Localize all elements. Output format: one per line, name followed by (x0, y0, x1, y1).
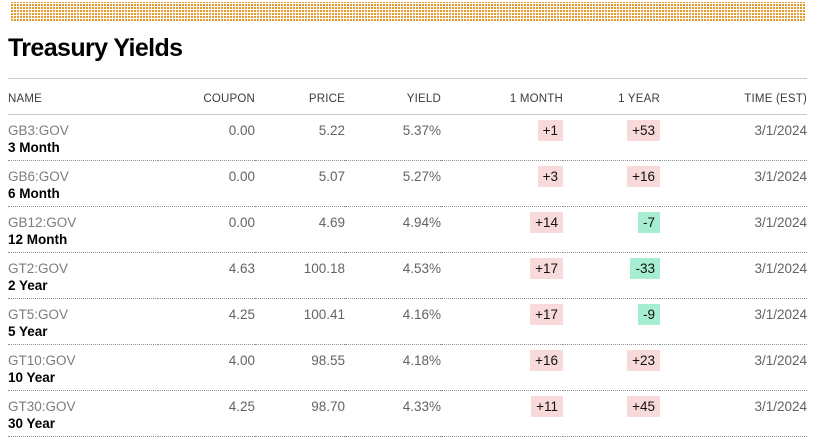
coupon-value: 4.63 (158, 252, 255, 299)
one-year-change-badge: +45 (627, 396, 660, 417)
one-year-change-badge: +23 (627, 350, 660, 371)
price-value: 5.07 (255, 160, 345, 207)
one-year-change-badge: +16 (627, 166, 660, 187)
column-header-1-month: 1 MONTH (441, 78, 563, 115)
halftone-ad-banner (10, 2, 805, 22)
treasury-yields-page: Treasury Yields NAME COUPON PRICE YIELD … (0, 2, 815, 437)
column-header-yield: YIELD (345, 78, 441, 115)
column-header-time-est: TIME (EST) (660, 78, 807, 115)
price-value: 98.55 (255, 344, 345, 391)
security-tenor: 3 Month (8, 140, 60, 155)
yield-value: 5.37% (345, 114, 441, 161)
security-ticker[interactable]: GT2:GOV (8, 261, 69, 276)
table-row: GT30:GOV 30 Year 4.25 98.70 4.33% +11 +4… (8, 390, 807, 437)
security-ticker[interactable]: GB3:GOV (8, 123, 69, 138)
one-month-cell: +17 (441, 252, 563, 299)
one-month-change-badge: +1 (537, 120, 563, 141)
time-value: 3/1/2024 (660, 390, 807, 437)
page-title: Treasury Yields (8, 34, 183, 62)
one-month-cell: +17 (441, 298, 563, 345)
time-value: 3/1/2024 (660, 206, 807, 253)
coupon-value: 0.00 (158, 206, 255, 253)
one-year-cell: +53 (563, 114, 660, 161)
column-header-1-year: 1 YEAR (563, 78, 660, 115)
name-cell: GT10:GOV 10 Year (8, 344, 158, 391)
name-cell: GB3:GOV 3 Month (8, 114, 158, 161)
security-ticker[interactable]: GB12:GOV (8, 215, 77, 230)
one-month-change-badge: +17 (530, 258, 563, 279)
one-month-change-badge: +11 (531, 396, 563, 417)
coupon-value: 4.00 (158, 344, 255, 391)
one-month-cell: +11 (441, 390, 563, 437)
column-header-coupon: COUPON (158, 78, 255, 115)
table-row: GT5:GOV 5 Year 4.25 100.41 4.16% +17 -9 … (8, 298, 807, 345)
name-cell: GT2:GOV 2 Year (8, 252, 158, 299)
one-year-cell: +45 (563, 390, 660, 437)
security-tenor: 2 Year (8, 278, 48, 293)
security-tenor: 12 Month (8, 232, 68, 247)
coupon-value: 0.00 (158, 114, 255, 161)
treasury-yields-table: NAME COUPON PRICE YIELD 1 MONTH 1 YEAR T… (8, 78, 807, 437)
one-month-change-badge: +3 (537, 166, 563, 187)
name-cell: GB12:GOV 12 Month (8, 206, 158, 253)
name-cell: GT30:GOV 30 Year (8, 390, 158, 437)
one-year-cell: -33 (563, 252, 660, 299)
one-month-change-badge: +14 (530, 212, 563, 233)
time-value: 3/1/2024 (660, 114, 807, 161)
yield-value: 4.18% (345, 344, 441, 391)
price-value: 4.69 (255, 206, 345, 253)
time-value: 3/1/2024 (660, 252, 807, 299)
column-header-price: PRICE (255, 78, 345, 115)
one-year-cell: -9 (563, 298, 660, 345)
one-year-cell: +23 (563, 344, 660, 391)
security-ticker[interactable]: GB6:GOV (8, 169, 69, 184)
one-month-change-badge: +16 (530, 350, 563, 371)
one-year-change-badge: -9 (637, 304, 660, 325)
yield-value: 4.53% (345, 252, 441, 299)
coupon-value: 4.25 (158, 390, 255, 437)
price-value: 100.41 (255, 298, 345, 345)
price-value: 98.70 (255, 390, 345, 437)
one-year-cell: +16 (563, 160, 660, 207)
name-cell: GB6:GOV 6 Month (8, 160, 158, 207)
security-tenor: 5 Year (8, 324, 48, 339)
security-tenor: 6 Month (8, 186, 60, 201)
table-row: GB6:GOV 6 Month 0.00 5.07 5.27% +3 +16 3… (8, 160, 807, 207)
one-year-change-badge: +53 (627, 120, 660, 141)
table-row: GT2:GOV 2 Year 4.63 100.18 4.53% +17 -33… (8, 252, 807, 299)
one-month-cell: +14 (441, 206, 563, 253)
price-value: 100.18 (255, 252, 345, 299)
time-value: 3/1/2024 (660, 160, 807, 207)
security-ticker[interactable]: GT30:GOV (8, 399, 76, 414)
security-tenor: 10 Year (8, 370, 56, 385)
table-row: GB3:GOV 3 Month 0.00 5.22 5.37% +1 +53 3… (8, 114, 807, 161)
one-year-change-badge: -7 (637, 212, 660, 233)
yield-value: 5.27% (345, 160, 441, 207)
security-ticker[interactable]: GT10:GOV (8, 353, 76, 368)
one-month-change-badge: +17 (530, 304, 563, 325)
one-year-cell: -7 (563, 206, 660, 253)
yield-value: 4.33% (345, 390, 441, 437)
one-month-cell: +3 (441, 160, 563, 207)
one-month-cell: +1 (441, 114, 563, 161)
yield-value: 4.16% (345, 298, 441, 345)
coupon-value: 0.00 (158, 160, 255, 207)
column-header-name: NAME (8, 78, 158, 115)
price-value: 5.22 (255, 114, 345, 161)
yield-value: 4.94% (345, 206, 441, 253)
name-cell: GT5:GOV 5 Year (8, 298, 158, 345)
security-tenor: 30 Year (8, 416, 56, 431)
table-row: GB12:GOV 12 Month 0.00 4.69 4.94% +14 -7… (8, 206, 807, 253)
table-row: GT10:GOV 10 Year 4.00 98.55 4.18% +16 +2… (8, 344, 807, 391)
one-month-cell: +16 (441, 344, 563, 391)
time-value: 3/1/2024 (660, 344, 807, 391)
security-ticker[interactable]: GT5:GOV (8, 307, 69, 322)
coupon-value: 4.25 (158, 298, 255, 345)
table-header-row: NAME COUPON PRICE YIELD 1 MONTH 1 YEAR T… (8, 78, 807, 115)
time-value: 3/1/2024 (660, 298, 807, 345)
one-year-change-badge: -33 (630, 258, 660, 279)
